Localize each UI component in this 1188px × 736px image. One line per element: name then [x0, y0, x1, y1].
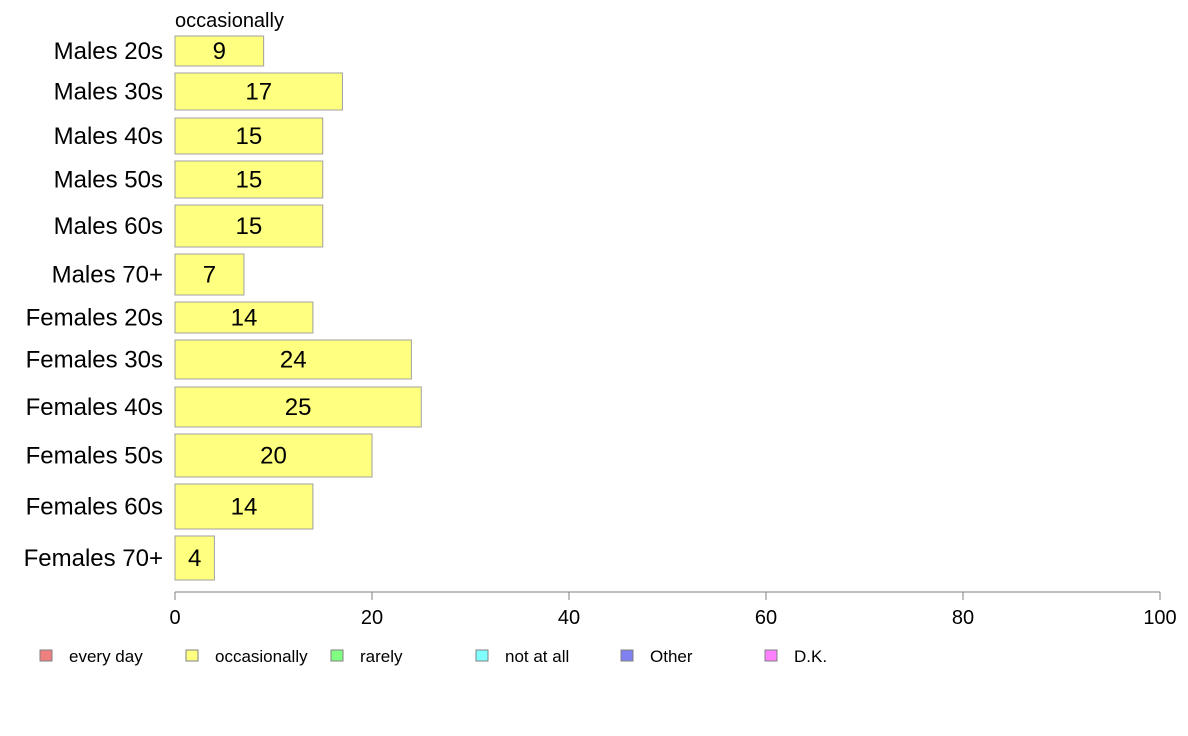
- bar: [174, 386, 422, 428]
- category-label: Females 60s: [26, 494, 163, 521]
- bar: [174, 72, 343, 111]
- category-label: Males 20s: [54, 38, 163, 65]
- series-label: occasionally: [175, 10, 284, 32]
- x-tick-label: 100: [1143, 607, 1176, 629]
- bar: [174, 301, 314, 334]
- legend-label: occasionally: [215, 647, 308, 666]
- bar-value-label: 7: [203, 262, 216, 289]
- bar: [174, 535, 215, 581]
- legend-label: every day: [69, 647, 143, 666]
- bar-value-label: 25: [285, 394, 312, 421]
- bar: [174, 339, 412, 380]
- legend-swatch: [620, 649, 634, 662]
- x-tick-label: 60: [755, 607, 777, 629]
- legend-swatch: [39, 649, 53, 662]
- bar: [174, 483, 314, 530]
- category-label: Females 30s: [26, 347, 163, 374]
- x-tick-label: 0: [169, 607, 180, 629]
- category-label: Males 40s: [54, 123, 163, 150]
- bar-value-label: 24: [280, 347, 307, 374]
- bar-value-label: 20: [260, 443, 287, 470]
- category-label: Females 70+: [24, 545, 163, 572]
- bar: [174, 253, 245, 296]
- bar: [174, 117, 324, 155]
- bar-value-label: 14: [231, 494, 258, 521]
- bar: [174, 433, 373, 478]
- category-label: Males 50s: [54, 167, 163, 194]
- legend-label: rarely: [360, 647, 403, 666]
- bar-value-label: 15: [236, 213, 263, 240]
- x-axis: 0 20 40 60 80 100: [169, 591, 1177, 629]
- bar-value-label: 15: [236, 123, 263, 150]
- category-label: Males 60s: [54, 213, 163, 240]
- bar-value-label: 9: [213, 38, 226, 65]
- bar-value-label: 17: [245, 79, 272, 106]
- legend-label: Other: [650, 647, 693, 666]
- x-tick-label: 20: [361, 607, 383, 629]
- bar: [174, 160, 324, 199]
- legend: every day occasionally rarely not at all Oth…: [39, 647, 827, 666]
- bar: [174, 204, 324, 248]
- bar-value-label: 14: [231, 305, 258, 332]
- legend-label: D.K.: [794, 647, 827, 666]
- category-label: Males 30s: [54, 79, 163, 106]
- category-label: Females 20s: [26, 305, 163, 332]
- legend-swatch: [764, 649, 778, 662]
- x-tick-label: 40: [558, 607, 580, 629]
- x-tick-label: 80: [952, 607, 974, 629]
- bar-value-label: 4: [188, 545, 201, 572]
- legend-swatch: [475, 649, 489, 662]
- legend-swatch: [185, 649, 199, 662]
- category-label: Males 70+: [52, 262, 163, 289]
- category-label: Females 50s: [26, 443, 163, 470]
- legend-label: not at all: [505, 647, 569, 666]
- category-label: Females 40s: [26, 394, 163, 421]
- legend-swatch: [330, 649, 344, 662]
- bars-group: Males 20s 9 Males 30s 17 Males 40s 15 Males 50…: [24, 35, 422, 581]
- bar-value-label: 15: [236, 167, 263, 194]
- bar: [174, 35, 265, 67]
